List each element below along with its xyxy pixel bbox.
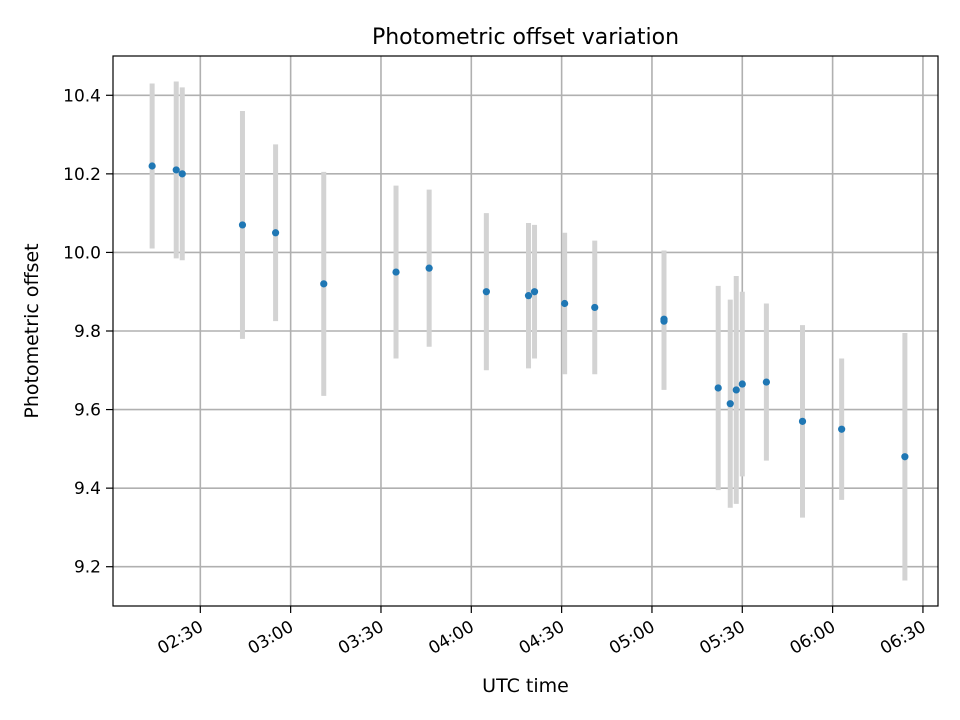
y-tick-label: 9.6 (74, 401, 101, 421)
data-point (714, 384, 722, 392)
x-tick-label: 06:00 (787, 617, 839, 659)
y-tick-label: 9.4 (74, 479, 101, 499)
y-axis-label: Photometric offset (21, 243, 43, 418)
y-tick-label: 9.8 (74, 322, 101, 342)
data-point (732, 386, 740, 394)
data-point (392, 268, 400, 276)
chart-title: Photometric offset variation (372, 25, 679, 50)
x-tick-label: 04:30 (516, 617, 568, 659)
data-point (798, 417, 807, 425)
x-axis-label: UTC time (482, 675, 569, 697)
y-tick-label: 10.4 (63, 86, 101, 106)
data-point (660, 317, 668, 325)
x-tick-label: 03:00 (245, 617, 297, 659)
y-tick-label: 10.2 (63, 165, 101, 185)
data-point (178, 170, 186, 178)
y-tick-label: 9.2 (74, 558, 101, 578)
data-point (838, 425, 846, 433)
data-point (762, 378, 770, 386)
data-point (148, 162, 156, 170)
data-point (524, 292, 533, 300)
x-tick-label: 03:30 (335, 617, 387, 659)
data-point (482, 288, 490, 296)
data-point (320, 280, 328, 288)
data-point (530, 288, 539, 296)
x-tick-label: 06:30 (877, 617, 929, 659)
data-point (901, 453, 909, 461)
x-tick-label: 04:00 (425, 617, 477, 659)
data-point (591, 303, 599, 312)
data-points (148, 162, 909, 461)
data-point (738, 380, 746, 388)
data-point (238, 221, 247, 229)
x-tick-label: 05:00 (606, 617, 658, 659)
y-tick-label: 10.0 (63, 243, 101, 263)
x-tick-label: 05:30 (696, 617, 748, 659)
data-point (726, 400, 734, 408)
data-point (425, 264, 433, 272)
data-point (172, 166, 180, 174)
axis-ticks: 02:30 03:00 03:30 04:00 04:30 05:00 05:30 06:00… (63, 86, 929, 659)
x-tick-label: 02:30 (154, 617, 206, 659)
data-point (561, 299, 569, 308)
data-point (271, 229, 280, 237)
grid-lines (113, 56, 938, 606)
